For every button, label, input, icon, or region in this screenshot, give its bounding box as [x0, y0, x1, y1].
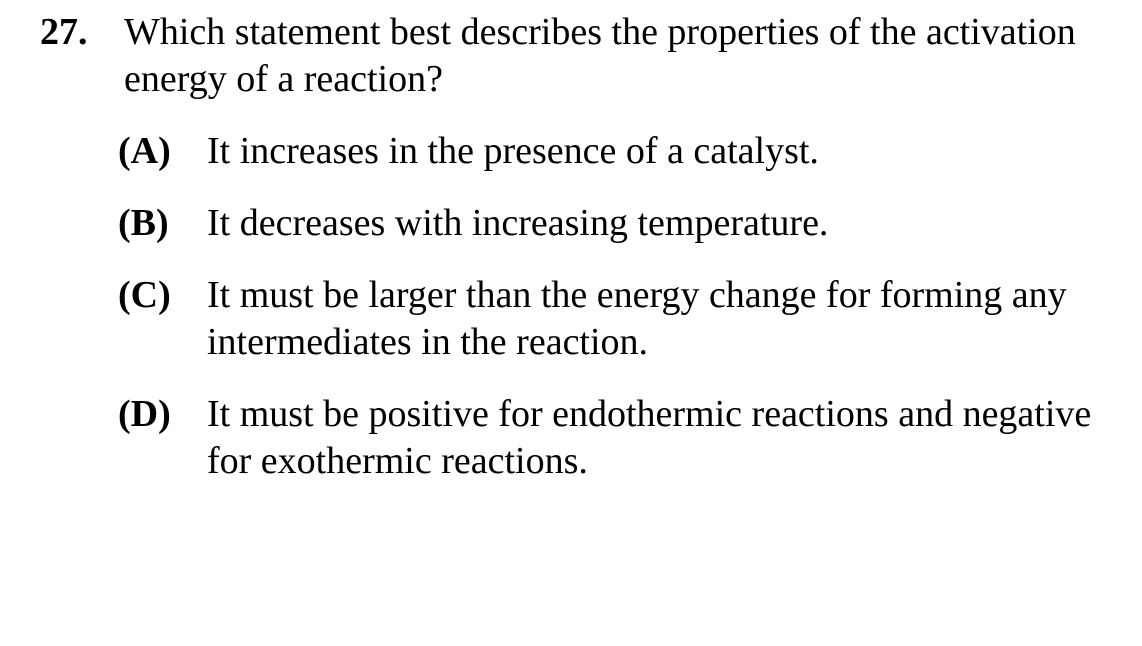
- question-text: Which statement best describes the prope…: [124, 11, 1076, 100]
- choice-text: It decreases with increasing temperature…: [207, 202, 829, 244]
- choice-b[interactable]: (B) It decreases with increasing tempera…: [118, 200, 1130, 247]
- question-number: 27.: [40, 11, 88, 53]
- choice-letter: (B): [118, 202, 169, 244]
- question-stem: 27. Which statement best describes the p…: [40, 9, 1130, 103]
- choice-text: It must be larger than the energy change…: [207, 274, 1067, 363]
- choice-text: It increases in the presence of a cataly…: [207, 130, 819, 172]
- choice-letter: (C): [118, 274, 171, 316]
- choice-text: It must be positive for endothermic reac…: [207, 393, 1092, 482]
- choice-d[interactable]: (D) It must be positive for endothermic …: [118, 391, 1130, 485]
- choice-letter: (A): [118, 130, 171, 172]
- choice-a[interactable]: (A) It increases in the presence of a ca…: [118, 128, 1130, 175]
- answer-choices: (A) It increases in the presence of a ca…: [118, 128, 1130, 485]
- choice-c[interactable]: (C) It must be larger than the energy ch…: [118, 272, 1130, 366]
- question-block: 27. Which statement best describes the p…: [40, 9, 1130, 510]
- choice-letter: (D): [118, 393, 171, 435]
